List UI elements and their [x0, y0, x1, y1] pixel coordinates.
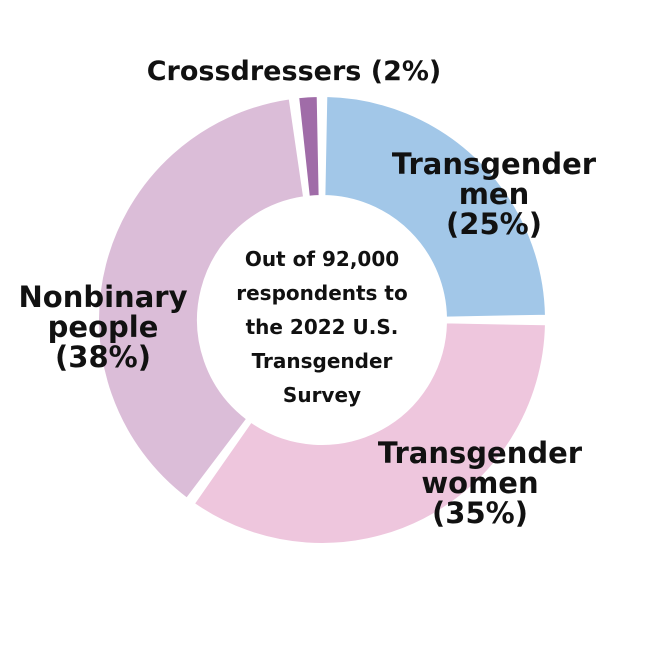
center-caption-line: respondents to — [236, 281, 407, 305]
center-caption-line: Transgender — [252, 349, 393, 373]
slice-crossdressers — [297, 95, 321, 198]
slice-label-line: (38%) — [55, 340, 151, 374]
slice-label-line: men — [459, 177, 530, 211]
slice-label-line: Nonbinary — [19, 280, 188, 314]
slice-label-line: (25%) — [446, 207, 542, 241]
donut-slices — [97, 95, 547, 546]
center-caption-line: Survey — [283, 383, 361, 407]
slice-label-line: Transgender — [392, 147, 597, 181]
slice-nonbinary-people — [97, 97, 306, 500]
slice-label-nonbinary-people: Nonbinary people (38%) — [19, 280, 188, 374]
slice-label-crossdressers: Crossdressers (2%) — [147, 56, 442, 87]
slice-labels: Transgender men (25%)Transgender women (35%)… — [19, 56, 597, 530]
center-caption: Out of 92,000 respondents to the 2022 U.S.… — [236, 247, 407, 407]
slice-label-transgender-men: Transgender men (25%) — [392, 147, 597, 241]
slice-label-line: people — [48, 310, 159, 344]
slice-label-line: Transgender — [378, 436, 583, 470]
slice-transgender-women — [192, 321, 547, 546]
slice-transgender-men — [323, 95, 547, 319]
center-caption-text: Out of 92,000 respondents to the 2022 U.S.… — [236, 247, 407, 407]
slice-label-line: women — [421, 466, 538, 500]
slice-label-line: Crossdressers (2%) — [147, 56, 442, 87]
slice-label-transgender-women: Transgender women (35%) — [378, 436, 583, 530]
center-caption-line: the 2022 U.S. — [246, 315, 399, 339]
center-caption-line: Out of 92,000 — [245, 247, 399, 271]
slice-label-line: (35%) — [432, 496, 528, 530]
